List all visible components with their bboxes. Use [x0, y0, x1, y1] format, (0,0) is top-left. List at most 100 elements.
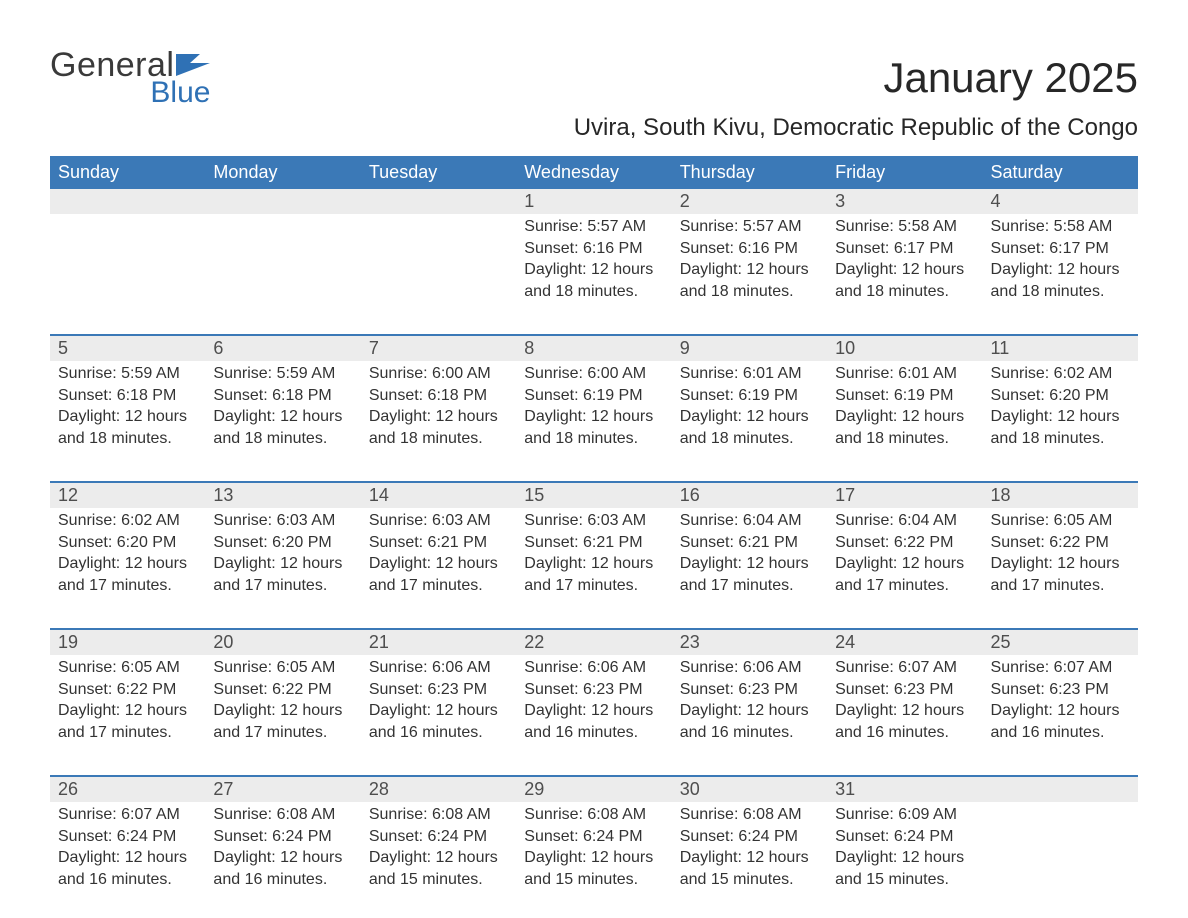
- sunset-line: Sunset: 6:23 PM: [991, 679, 1130, 701]
- calendar-document: General Blue January 2025 Uvira, South K…: [0, 0, 1188, 918]
- day-cell: Sunrise: 6:05 AMSunset: 6:22 PMDaylight:…: [983, 508, 1138, 616]
- sunset-line: Sunset: 6:24 PM: [524, 826, 663, 848]
- sunset-line: Sunset: 6:17 PM: [991, 238, 1130, 260]
- sunset-line: Sunset: 6:20 PM: [58, 532, 197, 554]
- page-title: January 2025: [883, 54, 1138, 102]
- day-cell: Sunrise: 6:05 AMSunset: 6:22 PMDaylight:…: [205, 655, 360, 763]
- sunrise-line: Sunrise: 5:58 AM: [991, 216, 1130, 238]
- day-cell: Sunrise: 6:03 AMSunset: 6:21 PMDaylight:…: [516, 508, 671, 616]
- daylight-line: Daylight: 12 hours and 15 minutes.: [369, 847, 508, 890]
- sunrise-line: Sunrise: 6:06 AM: [524, 657, 663, 679]
- sunrise-line: Sunrise: 6:06 AM: [680, 657, 819, 679]
- day-number: 3: [827, 189, 982, 214]
- daylight-line: Daylight: 12 hours and 16 minutes.: [369, 700, 508, 743]
- sunset-line: Sunset: 6:24 PM: [369, 826, 508, 848]
- daylight-line: Daylight: 12 hours and 18 minutes.: [991, 259, 1130, 302]
- daylight-line: Daylight: 12 hours and 18 minutes.: [835, 406, 974, 449]
- day-cell: Sunrise: 6:08 AMSunset: 6:24 PMDaylight:…: [361, 802, 516, 910]
- daylight-line: Daylight: 12 hours and 18 minutes.: [58, 406, 197, 449]
- day-number-row: 262728293031: [50, 775, 1138, 802]
- sunrise-line: Sunrise: 5:57 AM: [524, 216, 663, 238]
- day-number-row: 12131415161718: [50, 481, 1138, 508]
- weekday-header: Thursday: [672, 156, 827, 189]
- day-cell: Sunrise: 5:59 AMSunset: 6:18 PMDaylight:…: [50, 361, 205, 469]
- day-cell: Sunrise: 6:03 AMSunset: 6:21 PMDaylight:…: [361, 508, 516, 616]
- day-cell: Sunrise: 6:03 AMSunset: 6:20 PMDaylight:…: [205, 508, 360, 616]
- day-number: 13: [205, 483, 360, 508]
- day-cell: Sunrise: 6:07 AMSunset: 6:24 PMDaylight:…: [50, 802, 205, 910]
- sunrise-line: Sunrise: 6:07 AM: [835, 657, 974, 679]
- day-number: 23: [672, 630, 827, 655]
- sunset-line: Sunset: 6:16 PM: [524, 238, 663, 260]
- day-body-row: Sunrise: 6:05 AMSunset: 6:22 PMDaylight:…: [50, 655, 1138, 763]
- day-number: 20: [205, 630, 360, 655]
- weekday-header: Tuesday: [361, 156, 516, 189]
- day-number: 7: [361, 336, 516, 361]
- sunset-line: Sunset: 6:19 PM: [680, 385, 819, 407]
- day-cell: Sunrise: 6:00 AMSunset: 6:19 PMDaylight:…: [516, 361, 671, 469]
- sunset-line: Sunset: 6:21 PM: [524, 532, 663, 554]
- daylight-line: Daylight: 12 hours and 17 minutes.: [58, 700, 197, 743]
- sunrise-line: Sunrise: 6:04 AM: [835, 510, 974, 532]
- calendar-weeks: 1234Sunrise: 5:57 AMSunset: 6:16 PMDayli…: [50, 189, 1138, 910]
- day-number: 15: [516, 483, 671, 508]
- day-cell: Sunrise: 5:57 AMSunset: 6:16 PMDaylight:…: [672, 214, 827, 322]
- sunrise-line: Sunrise: 6:01 AM: [835, 363, 974, 385]
- day-cell: Sunrise: 6:06 AMSunset: 6:23 PMDaylight:…: [516, 655, 671, 763]
- day-cell: Sunrise: 5:59 AMSunset: 6:18 PMDaylight:…: [205, 361, 360, 469]
- sunset-line: Sunset: 6:23 PM: [835, 679, 974, 701]
- day-body-row: Sunrise: 6:02 AMSunset: 6:20 PMDaylight:…: [50, 508, 1138, 616]
- sunset-line: Sunset: 6:19 PM: [835, 385, 974, 407]
- sunset-line: Sunset: 6:17 PM: [835, 238, 974, 260]
- sunrise-line: Sunrise: 5:59 AM: [58, 363, 197, 385]
- sunset-line: Sunset: 6:24 PM: [213, 826, 352, 848]
- day-cell: Sunrise: 5:58 AMSunset: 6:17 PMDaylight:…: [827, 214, 982, 322]
- day-number: 17: [827, 483, 982, 508]
- day-cell: Sunrise: 6:04 AMSunset: 6:22 PMDaylight:…: [827, 508, 982, 616]
- day-cell: Sunrise: 6:00 AMSunset: 6:18 PMDaylight:…: [361, 361, 516, 469]
- day-number: 29: [516, 777, 671, 802]
- day-cell: Sunrise: 6:08 AMSunset: 6:24 PMDaylight:…: [205, 802, 360, 910]
- calendar-week: 1234Sunrise: 5:57 AMSunset: 6:16 PMDayli…: [50, 189, 1138, 322]
- day-number: 16: [672, 483, 827, 508]
- day-number: 1: [516, 189, 671, 214]
- day-cell: Sunrise: 6:07 AMSunset: 6:23 PMDaylight:…: [827, 655, 982, 763]
- day-number: 11: [983, 336, 1138, 361]
- daylight-line: Daylight: 12 hours and 17 minutes.: [524, 553, 663, 596]
- day-number: [361, 189, 516, 214]
- brand-logo: General Blue: [50, 48, 210, 108]
- day-cell: Sunrise: 6:01 AMSunset: 6:19 PMDaylight:…: [672, 361, 827, 469]
- daylight-line: Daylight: 12 hours and 18 minutes.: [680, 406, 819, 449]
- sunrise-line: Sunrise: 6:03 AM: [369, 510, 508, 532]
- day-cell: Sunrise: 6:08 AMSunset: 6:24 PMDaylight:…: [516, 802, 671, 910]
- day-number: 25: [983, 630, 1138, 655]
- sunrise-line: Sunrise: 6:08 AM: [680, 804, 819, 826]
- day-number: 6: [205, 336, 360, 361]
- sunset-line: Sunset: 6:16 PM: [680, 238, 819, 260]
- daylight-line: Daylight: 12 hours and 18 minutes.: [835, 259, 974, 302]
- sunrise-line: Sunrise: 6:00 AM: [369, 363, 508, 385]
- day-cell: [50, 214, 205, 322]
- day-cell: Sunrise: 6:04 AMSunset: 6:21 PMDaylight:…: [672, 508, 827, 616]
- day-number: 26: [50, 777, 205, 802]
- sunrise-line: Sunrise: 6:01 AM: [680, 363, 819, 385]
- day-number: [205, 189, 360, 214]
- daylight-line: Daylight: 12 hours and 16 minutes.: [991, 700, 1130, 743]
- sunrise-line: Sunrise: 6:05 AM: [213, 657, 352, 679]
- sunset-line: Sunset: 6:18 PM: [58, 385, 197, 407]
- day-number: 5: [50, 336, 205, 361]
- day-cell: [205, 214, 360, 322]
- daylight-line: Daylight: 12 hours and 18 minutes.: [524, 406, 663, 449]
- sunset-line: Sunset: 6:23 PM: [680, 679, 819, 701]
- sunrise-line: Sunrise: 5:59 AM: [213, 363, 352, 385]
- sunrise-line: Sunrise: 6:03 AM: [524, 510, 663, 532]
- day-cell: Sunrise: 6:08 AMSunset: 6:24 PMDaylight:…: [672, 802, 827, 910]
- day-number: 31: [827, 777, 982, 802]
- day-body-row: Sunrise: 6:07 AMSunset: 6:24 PMDaylight:…: [50, 802, 1138, 910]
- sunset-line: Sunset: 6:24 PM: [58, 826, 197, 848]
- calendar-header-row: Sunday Monday Tuesday Wednesday Thursday…: [50, 156, 1138, 189]
- daylight-line: Daylight: 12 hours and 17 minutes.: [680, 553, 819, 596]
- sunset-line: Sunset: 6:22 PM: [835, 532, 974, 554]
- day-number: 30: [672, 777, 827, 802]
- daylight-line: Daylight: 12 hours and 15 minutes.: [524, 847, 663, 890]
